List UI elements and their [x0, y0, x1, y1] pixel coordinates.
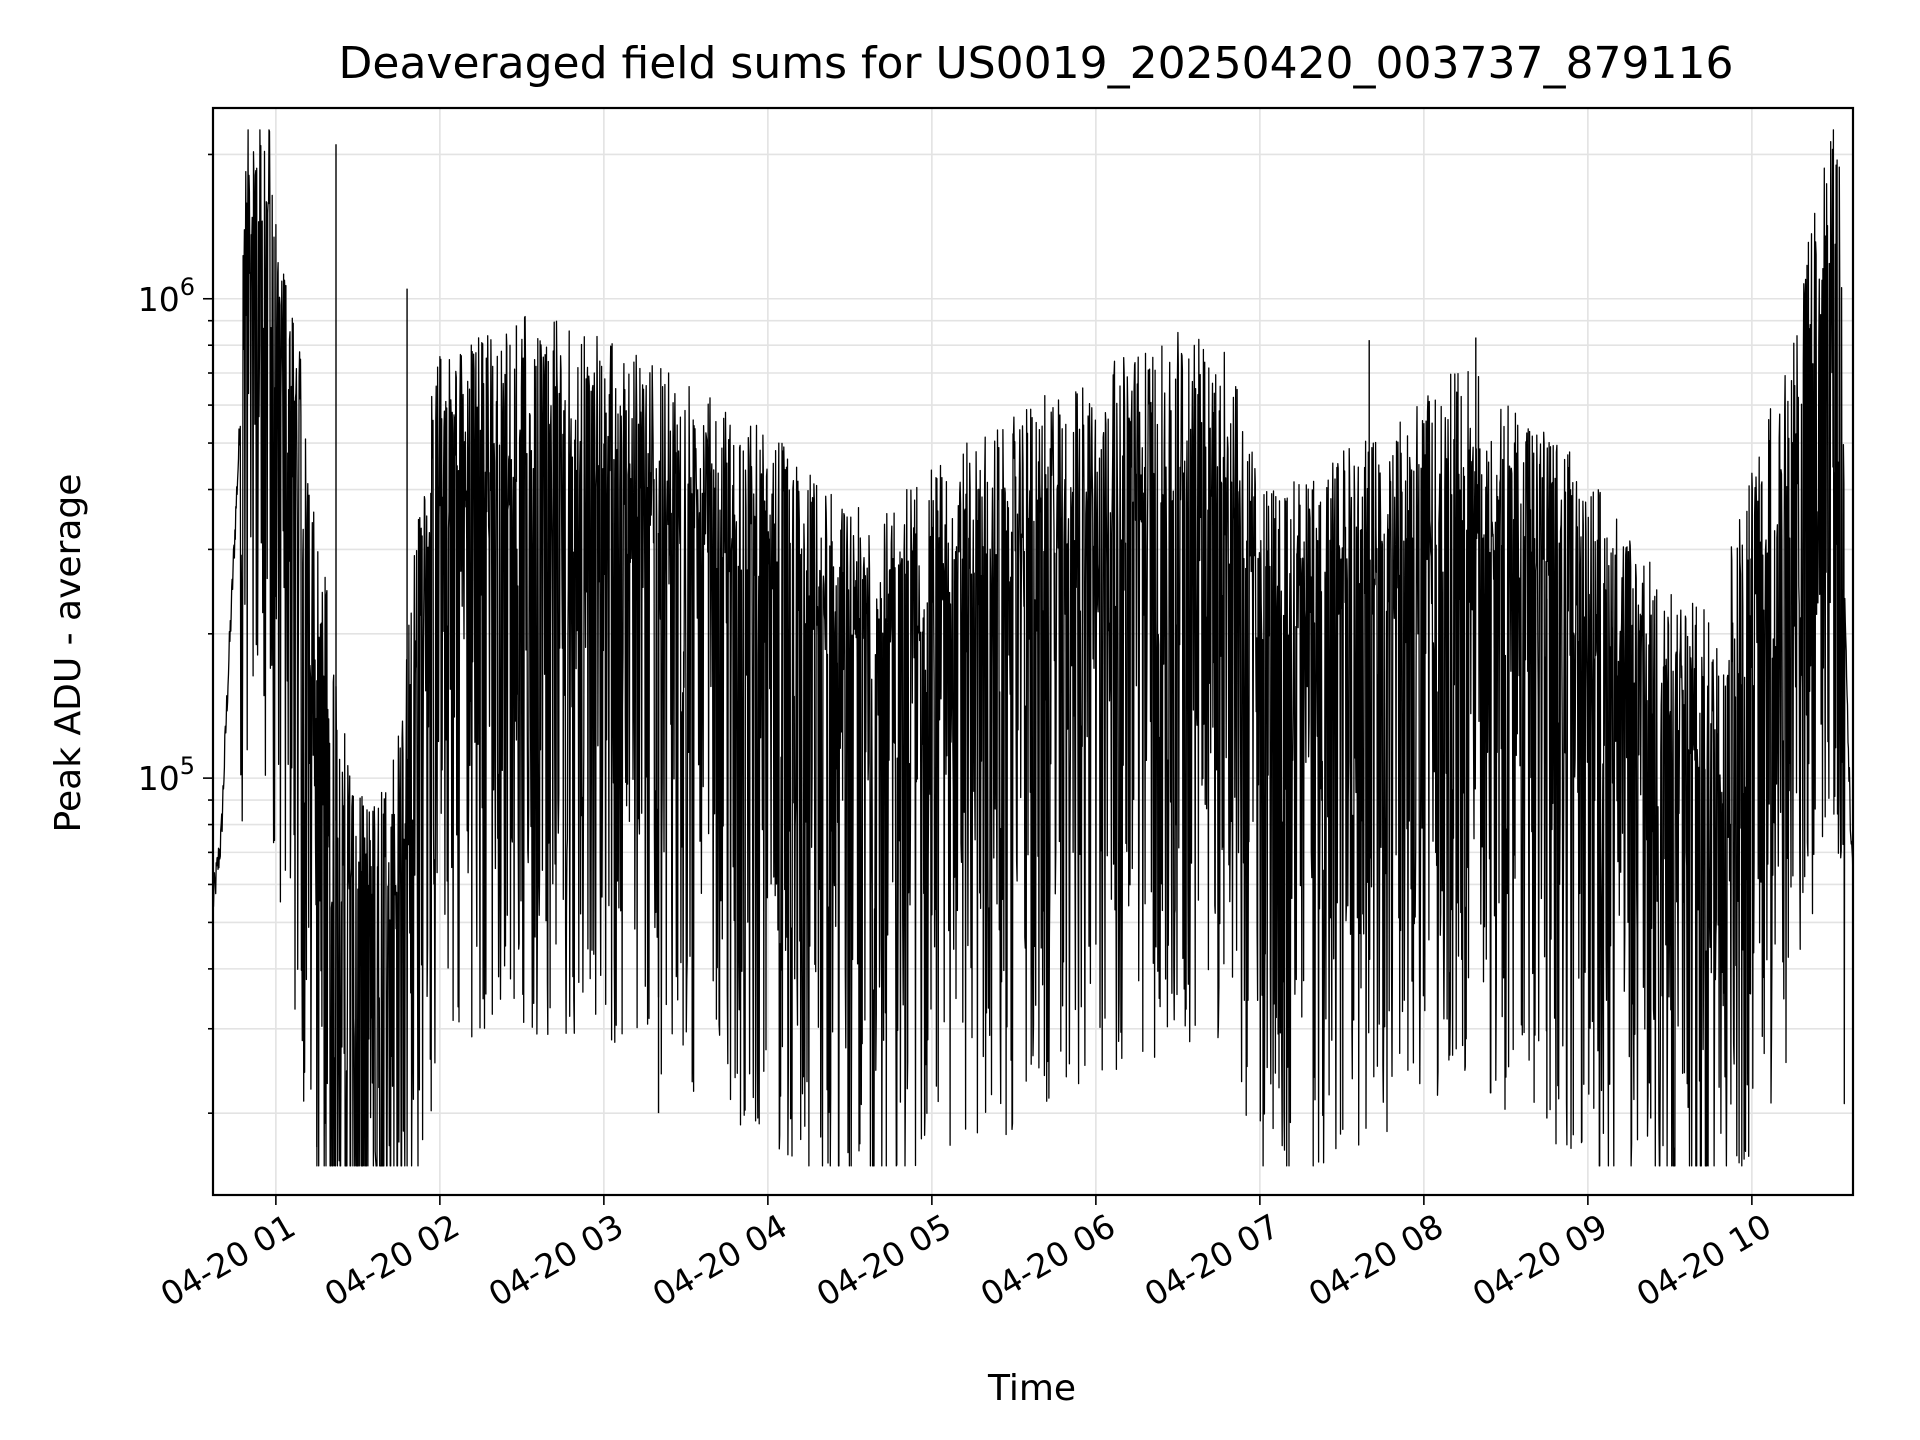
x-axis: 04-20 01 04-20 02 04-20 03 04-20 04 04-20 05… [154, 1195, 1778, 1314]
x-axis-label: Time [987, 1368, 1076, 1409]
x-tick-label: 04-20 06 [974, 1206, 1122, 1314]
y-axis-label: Peak ADU - average [48, 474, 89, 833]
x-tick-label: 04-20 07 [1138, 1206, 1286, 1314]
x-tick-label: 04-20 02 [318, 1206, 466, 1314]
y-axis: 105 106 [138, 153, 213, 1114]
x-tick-label: 04-20 03 [482, 1206, 630, 1314]
x-tick-label: 04-20 10 [1630, 1206, 1778, 1314]
y-tick-label: 106 [138, 273, 195, 319]
spike-group [316, 144, 1652, 1148]
plot-frame [211, 106, 1855, 1197]
x-tick-label: 04-20 04 [646, 1206, 794, 1314]
x-tick-label: 04-20 08 [1302, 1206, 1450, 1314]
x-tick-label: 04-20 01 [154, 1206, 302, 1314]
series-line [212, 129, 1854, 1167]
chart-title: Deaveraged field sums for US0019_2025042… [339, 38, 1734, 89]
x-tick-label: 04-20 05 [810, 1206, 958, 1314]
x-tick-label: 04-20 09 [1466, 1206, 1614, 1314]
y-tick-label: 105 [138, 752, 195, 798]
